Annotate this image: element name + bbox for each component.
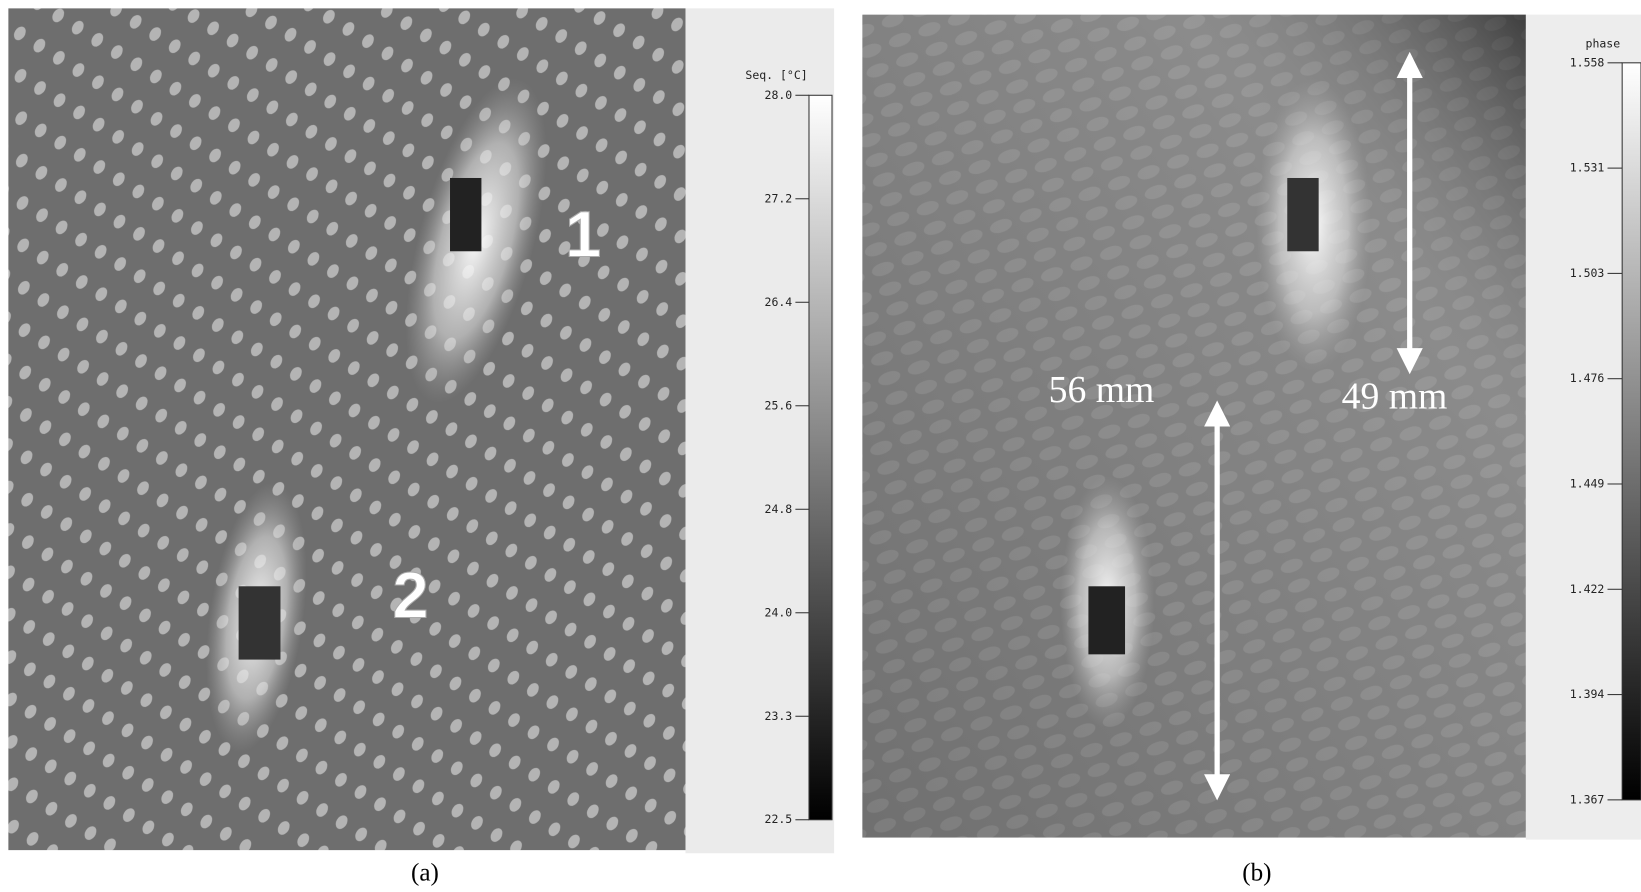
panel-b: 56 mm 49 mm phase 1.558 1.531 1.503 1.476 1.… — [862, 15, 1641, 887]
panel-a: 1 2 Seq. [°C] 28.0 27.2 26.4 25.6 24.8 24.0 23… — [8, 8, 834, 886]
colorbar-title: Seq. [°C] — [745, 68, 807, 82]
figure: 1 2 Seq. [°C] 28.0 27.2 26.4 25.6 24.8 24.0 23… — [0, 0, 1641, 892]
panel-label: (b) — [1242, 859, 1271, 886]
annotation: 1 — [565, 197, 601, 270]
tick-label: 1.503 — [1570, 266, 1605, 280]
tick-label: 23.3 — [765, 709, 793, 723]
tick-label: 22.5 — [765, 812, 793, 826]
defect-core — [1287, 178, 1318, 251]
annotation: 2 — [392, 559, 428, 632]
tick-label: 1.394 — [1570, 687, 1605, 701]
thermal-image — [8, 8, 685, 850]
tick-label: 27.2 — [765, 191, 793, 205]
panel-label: (a) — [411, 859, 439, 886]
tick-label: 24.8 — [765, 502, 793, 516]
tick-label: 1.422 — [1570, 582, 1605, 596]
colorbar-title: phase — [1586, 36, 1621, 50]
tick-label: 25.6 — [765, 398, 793, 412]
tick-label: 1.558 — [1570, 55, 1605, 69]
tick-label: 1.476 — [1570, 371, 1605, 385]
colorbar — [809, 95, 832, 819]
defect-core — [239, 586, 281, 659]
tick-label: 26.4 — [765, 295, 793, 309]
annotation: 49 mm — [1342, 375, 1448, 417]
tick-label: 1.449 — [1570, 476, 1605, 490]
tick-label: 24.0 — [765, 605, 793, 619]
defect-core — [450, 178, 481, 251]
tick-label: 1.531 — [1570, 161, 1605, 175]
defect-core — [1088, 586, 1125, 654]
tick-label: 28.0 — [765, 88, 793, 102]
colorbar — [1622, 63, 1641, 800]
annotation: 56 mm — [1049, 369, 1155, 411]
shading — [862, 15, 1526, 838]
tick-label: 1.367 — [1570, 792, 1605, 806]
